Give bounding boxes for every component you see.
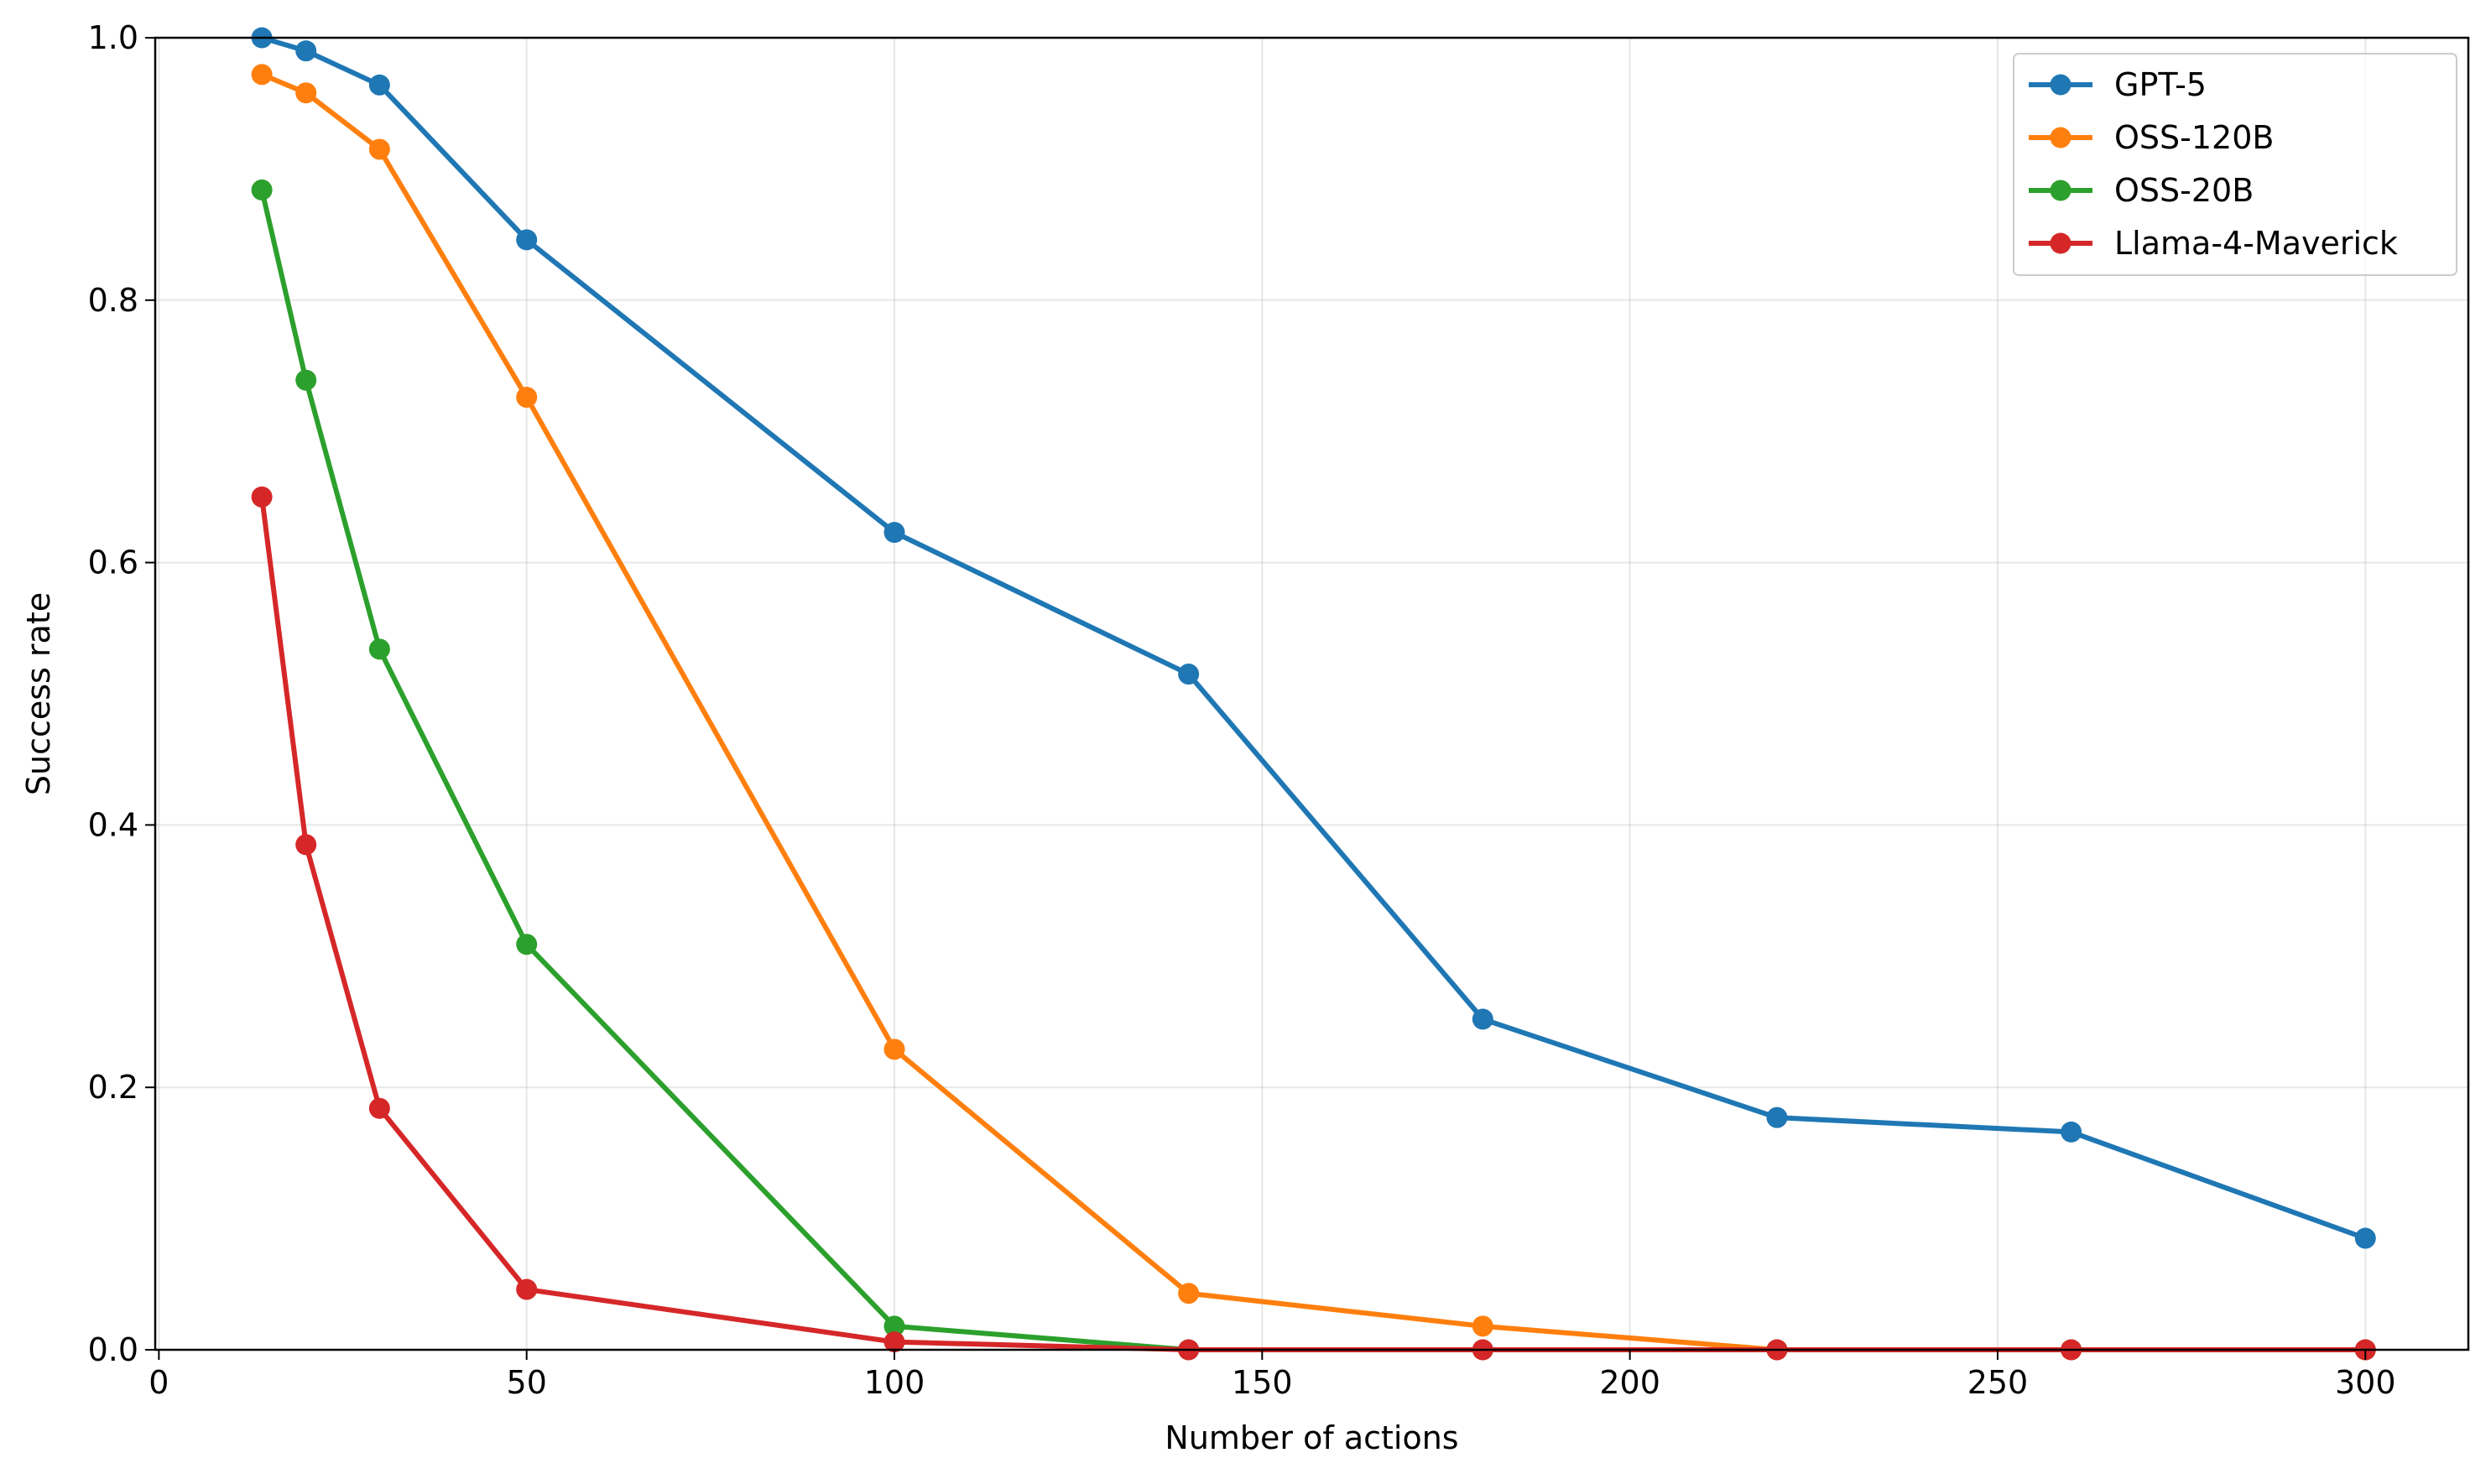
data-point-llama-4-maverick bbox=[251, 486, 273, 508]
data-point-gpt-5 bbox=[516, 229, 538, 251]
data-point-oss-120b bbox=[1472, 1315, 1493, 1337]
y-tick-label: 0.4 bbox=[88, 806, 138, 843]
y-axis-title: Success rate bbox=[20, 592, 57, 795]
legend: GPT-5 OSS-120B OSS-20B Llama-4-Maverick bbox=[2013, 53, 2457, 276]
x-axis-title: Number of actions bbox=[1165, 1419, 1458, 1456]
data-point-gpt-5 bbox=[1178, 664, 1200, 685]
x-tick-label: 100 bbox=[864, 1364, 925, 1401]
legend-item-oss-120b: OSS-120B bbox=[2029, 119, 2274, 156]
legend-label: OSS-120B bbox=[2114, 119, 2274, 156]
data-point-gpt-5 bbox=[883, 522, 905, 544]
data-point-gpt-5 bbox=[2061, 1121, 2082, 1143]
legend-item-gpt-5: GPT-5 bbox=[2029, 66, 2207, 103]
legend-item-llama-4-maverick: Llama-4-Maverick bbox=[2029, 225, 2398, 262]
x-tick-label: 250 bbox=[1967, 1364, 2029, 1401]
data-point-gpt-5 bbox=[295, 40, 317, 62]
legend-label: Llama-4-Maverick bbox=[2114, 225, 2398, 262]
series-line-llama-4-maverick bbox=[259, 494, 2369, 1352]
data-point-gpt-5 bbox=[1472, 1008, 1493, 1030]
series-oss-20b bbox=[251, 179, 2376, 1361]
legend-label: OSS-20B bbox=[2114, 172, 2254, 209]
series-line-gpt-5 bbox=[259, 35, 2369, 1242]
y-tick-label: 0.8 bbox=[88, 282, 138, 319]
data-point-oss-20b bbox=[516, 934, 538, 955]
data-point-llama-4-maverick bbox=[883, 1331, 905, 1353]
data-point-oss-120b bbox=[368, 138, 390, 160]
legend-item-oss-20b: OSS-20B bbox=[2029, 172, 2254, 209]
series-gpt-5 bbox=[251, 27, 2376, 1249]
data-point-llama-4-maverick bbox=[295, 834, 317, 856]
data-point-oss-20b bbox=[883, 1315, 905, 1337]
legend-marker bbox=[2050, 180, 2071, 201]
y-tick-label: 0.0 bbox=[88, 1331, 138, 1368]
x-tick-label: 150 bbox=[1232, 1364, 1293, 1401]
data-point-gpt-5 bbox=[2354, 1227, 2376, 1249]
data-point-oss-20b bbox=[368, 638, 390, 660]
data-point-llama-4-maverick bbox=[368, 1097, 390, 1119]
x-tick-label: 200 bbox=[1599, 1364, 1660, 1401]
series-llama-4-maverick bbox=[251, 486, 2376, 1361]
data-point-oss-120b bbox=[295, 82, 317, 104]
data-point-oss-20b bbox=[251, 179, 273, 200]
y-tick-label: 0.6 bbox=[88, 544, 138, 581]
data-point-oss-120b bbox=[1178, 1283, 1200, 1304]
data-point-oss-120b bbox=[251, 64, 273, 86]
legend-marker bbox=[2050, 74, 2071, 96]
data-point-oss-120b bbox=[883, 1039, 905, 1060]
y-tick-label: 0.2 bbox=[88, 1069, 138, 1106]
axes: 0 50 100 150 200 250 300 0.0 0.2 0.4 0.6 0.8 1.0 bbox=[88, 19, 2396, 1401]
y-tick-label: 1.0 bbox=[88, 19, 138, 56]
x-tick-label: 50 bbox=[507, 1364, 547, 1401]
data-point-llama-4-maverick bbox=[516, 1278, 538, 1300]
x-tick-label: 0 bbox=[149, 1364, 169, 1401]
plot-frame bbox=[154, 36, 2470, 1351]
x-tick-label: 300 bbox=[2335, 1364, 2396, 1401]
legend-marker bbox=[2050, 232, 2071, 254]
series-line-oss-20b bbox=[259, 187, 2369, 1352]
data-point-gpt-5 bbox=[1766, 1106, 1788, 1128]
legend-label: GPT-5 bbox=[2114, 66, 2207, 103]
data-point-gpt-5 bbox=[368, 74, 390, 96]
data-point-oss-120b bbox=[516, 387, 538, 409]
legend-marker bbox=[2050, 127, 2071, 148]
data-point-oss-20b bbox=[295, 369, 317, 391]
legend-box bbox=[2013, 53, 2457, 276]
